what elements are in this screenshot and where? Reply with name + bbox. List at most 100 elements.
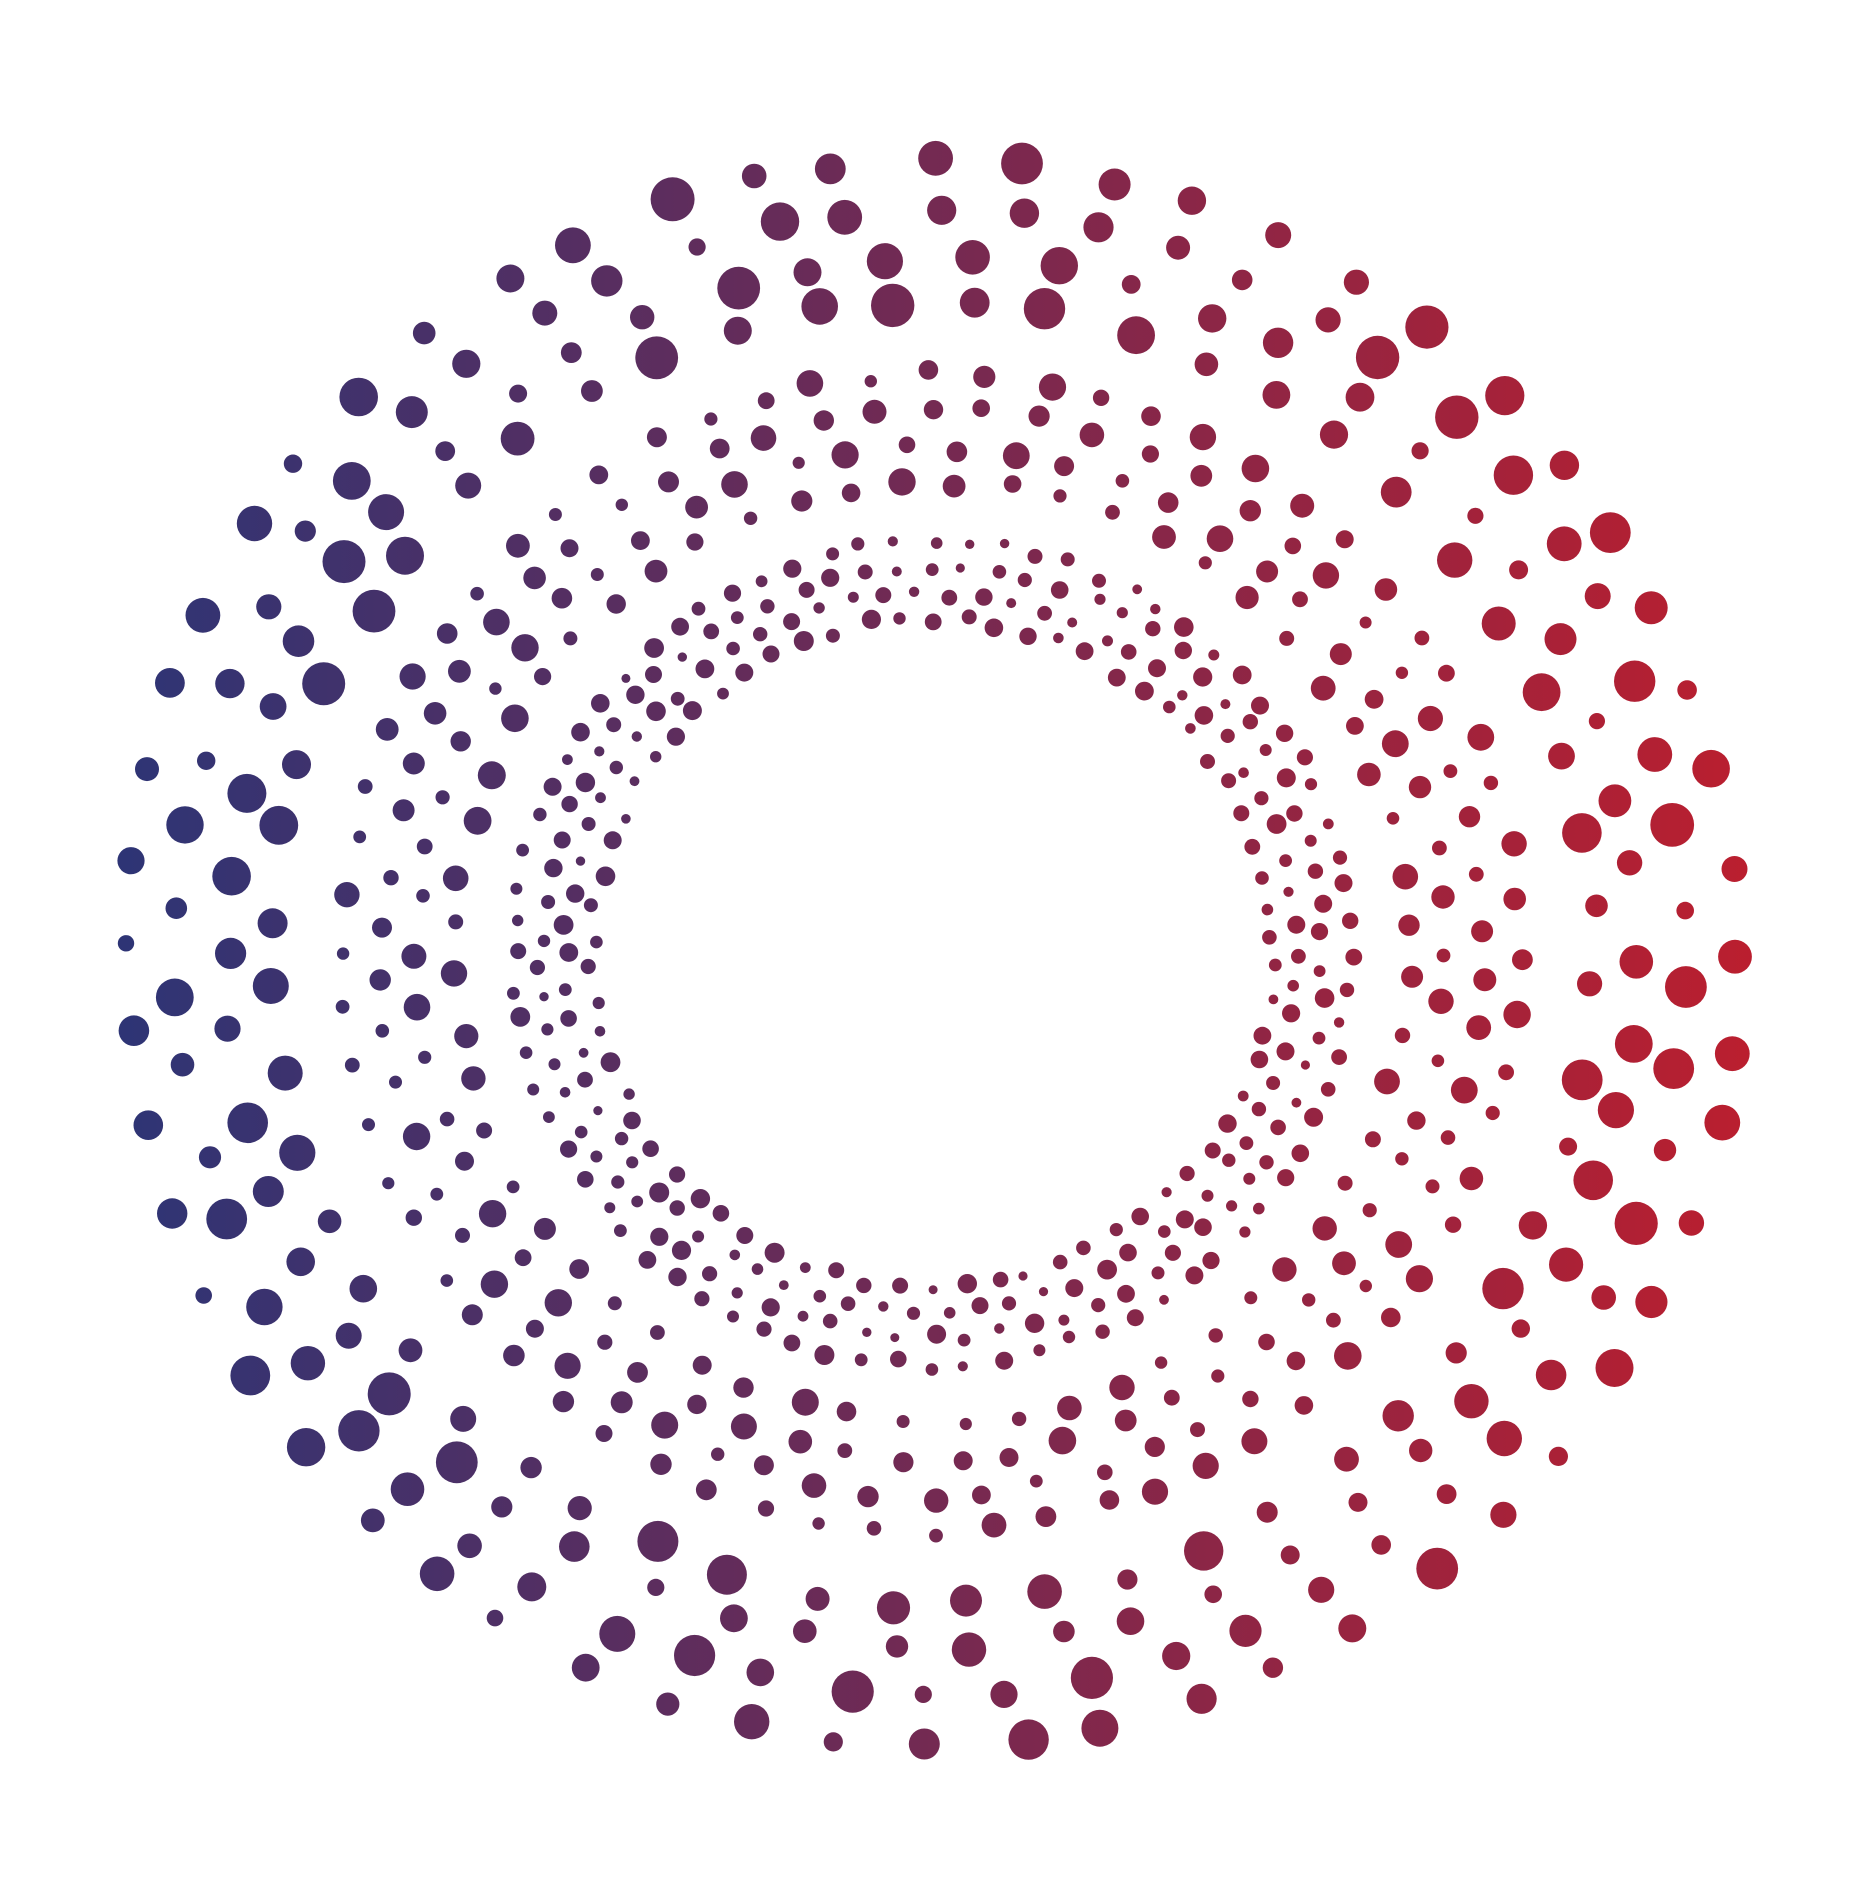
inner-ring-dot [1251, 696, 1269, 715]
middle-ring-dot [402, 1122, 431, 1151]
outer-ring-dot [1308, 1576, 1335, 1603]
middle-ring-dot [439, 1111, 455, 1127]
middle-ring-dot [757, 1500, 775, 1517]
outer-ring-dot [1355, 335, 1400, 380]
outer-ring-dot [395, 396, 428, 429]
middle-ring-dot [1374, 578, 1398, 601]
outer-ring-dot [647, 1578, 665, 1596]
inner-ring-dot [1287, 979, 1299, 992]
inner-ring-dot [1038, 1287, 1049, 1297]
middle-ring-dot [1467, 723, 1495, 751]
outer-ring-dot [1343, 269, 1369, 295]
middle-ring-dot [1401, 965, 1424, 988]
middle-ring-dot [1157, 492, 1179, 513]
outer-ring-dot [1548, 1446, 1568, 1466]
middle-ring-dot [812, 1517, 825, 1530]
inner-ring-dot [1232, 665, 1252, 685]
inner-ring-dot [609, 760, 623, 775]
inner-ring-dot [1253, 1026, 1272, 1045]
middle-ring-dot [1152, 525, 1176, 549]
inner-ring-dot [943, 1307, 956, 1319]
outer-dot-ring [117, 140, 1752, 1760]
inner-ring-dot [623, 1111, 641, 1130]
outer-ring-dot [959, 287, 990, 318]
outer-ring-dot [1509, 560, 1529, 580]
inner-ring-dot [1119, 1243, 1137, 1262]
inner-ring-dot [1067, 617, 1078, 628]
inner-ring-dot [925, 1363, 939, 1376]
middle-ring-dot [448, 659, 471, 683]
middle-ring-dot [1272, 1257, 1297, 1282]
middle-ring-dot [480, 1270, 509, 1298]
outer-ring-dot [1348, 1492, 1368, 1512]
middle-ring-dot [1386, 812, 1400, 825]
middle-ring-dot [1466, 1015, 1492, 1040]
outer-ring-dot [571, 1653, 600, 1682]
middle-ring-dot [1458, 806, 1481, 828]
middle-ring-dot [981, 1512, 1007, 1538]
middle-ring-dot [375, 718, 399, 741]
inner-ring-dot [1092, 573, 1106, 588]
middle-ring-dot [1332, 1251, 1356, 1276]
outer-ring-dot [165, 897, 188, 919]
inner-ring-dot [1194, 706, 1214, 725]
outer-ring-dot [793, 258, 822, 287]
outer-ring-dot [1256, 1501, 1278, 1523]
inner-ring-dot [1050, 581, 1069, 599]
inner-ring-dot [592, 996, 605, 1010]
middle-ring-dot [792, 456, 805, 469]
inner-ring-dot [537, 934, 551, 948]
inner-ring-dot [1276, 1042, 1295, 1061]
inner-ring-dot [1148, 659, 1166, 678]
inner-ring-dot [1200, 754, 1215, 769]
outer-ring-dot [1588, 713, 1605, 730]
inner-ring-dot [1239, 1226, 1251, 1238]
middle-ring-dot [686, 533, 704, 551]
outer-ring-dot [1194, 352, 1219, 377]
middle-ring-dot [953, 1451, 973, 1471]
inner-ring-dot [590, 1150, 603, 1163]
middle-ring-dot [1326, 1312, 1341, 1328]
outer-ring-dot [452, 349, 481, 378]
middle-ring-dot [1357, 762, 1381, 787]
middle-ring-dot [344, 1057, 360, 1073]
outer-ring-dot [1117, 1569, 1138, 1590]
inner-ring-dot [581, 817, 596, 831]
middle-ring-dot [382, 1177, 395, 1190]
inner-ring-dot [533, 807, 547, 822]
middle-ring-dot [554, 1352, 581, 1379]
inner-ring-dot [631, 1195, 644, 1208]
middle-ring-dot [1436, 948, 1451, 963]
inner-ring-dot [1094, 593, 1106, 605]
inner-ring-dot [1075, 642, 1094, 661]
middle-ring-dot [1279, 630, 1295, 646]
inner-ring-dot [575, 856, 586, 866]
outer-ring-dot [760, 202, 800, 241]
inner-ring-dot [594, 1026, 606, 1037]
outer-ring-dot [793, 1619, 817, 1643]
outer-ring-dot [927, 195, 957, 225]
outer-ring-dot [1454, 1384, 1489, 1419]
inner-ring-dot [1052, 1254, 1068, 1270]
outer-ring-dot [1380, 476, 1412, 508]
outer-ring-dot [170, 1052, 195, 1077]
inner-ring-dot [1201, 1189, 1214, 1202]
middle-ring-dot [1206, 525, 1234, 552]
middle-ring-dot [615, 498, 628, 511]
inner-ring-dot [561, 795, 578, 813]
inner-ring-dot [574, 1125, 588, 1139]
middle-ring-dot [1235, 585, 1259, 610]
inner-ring-dot [1266, 1076, 1281, 1090]
middle-ring-dot [399, 663, 426, 690]
inner-ring-dot [813, 602, 825, 614]
middle-ring-dot [687, 1394, 707, 1415]
outer-ring-dot [1485, 376, 1525, 416]
inner-ring-dot [957, 1274, 977, 1294]
outer-ring-dot [950, 1584, 982, 1617]
middle-ring-dot [1362, 1203, 1377, 1218]
outer-ring-dot [866, 243, 904, 280]
inner-ring-dot [1310, 923, 1329, 941]
middle-ring-dot [353, 830, 367, 844]
outer-ring-dot [1511, 1319, 1531, 1338]
